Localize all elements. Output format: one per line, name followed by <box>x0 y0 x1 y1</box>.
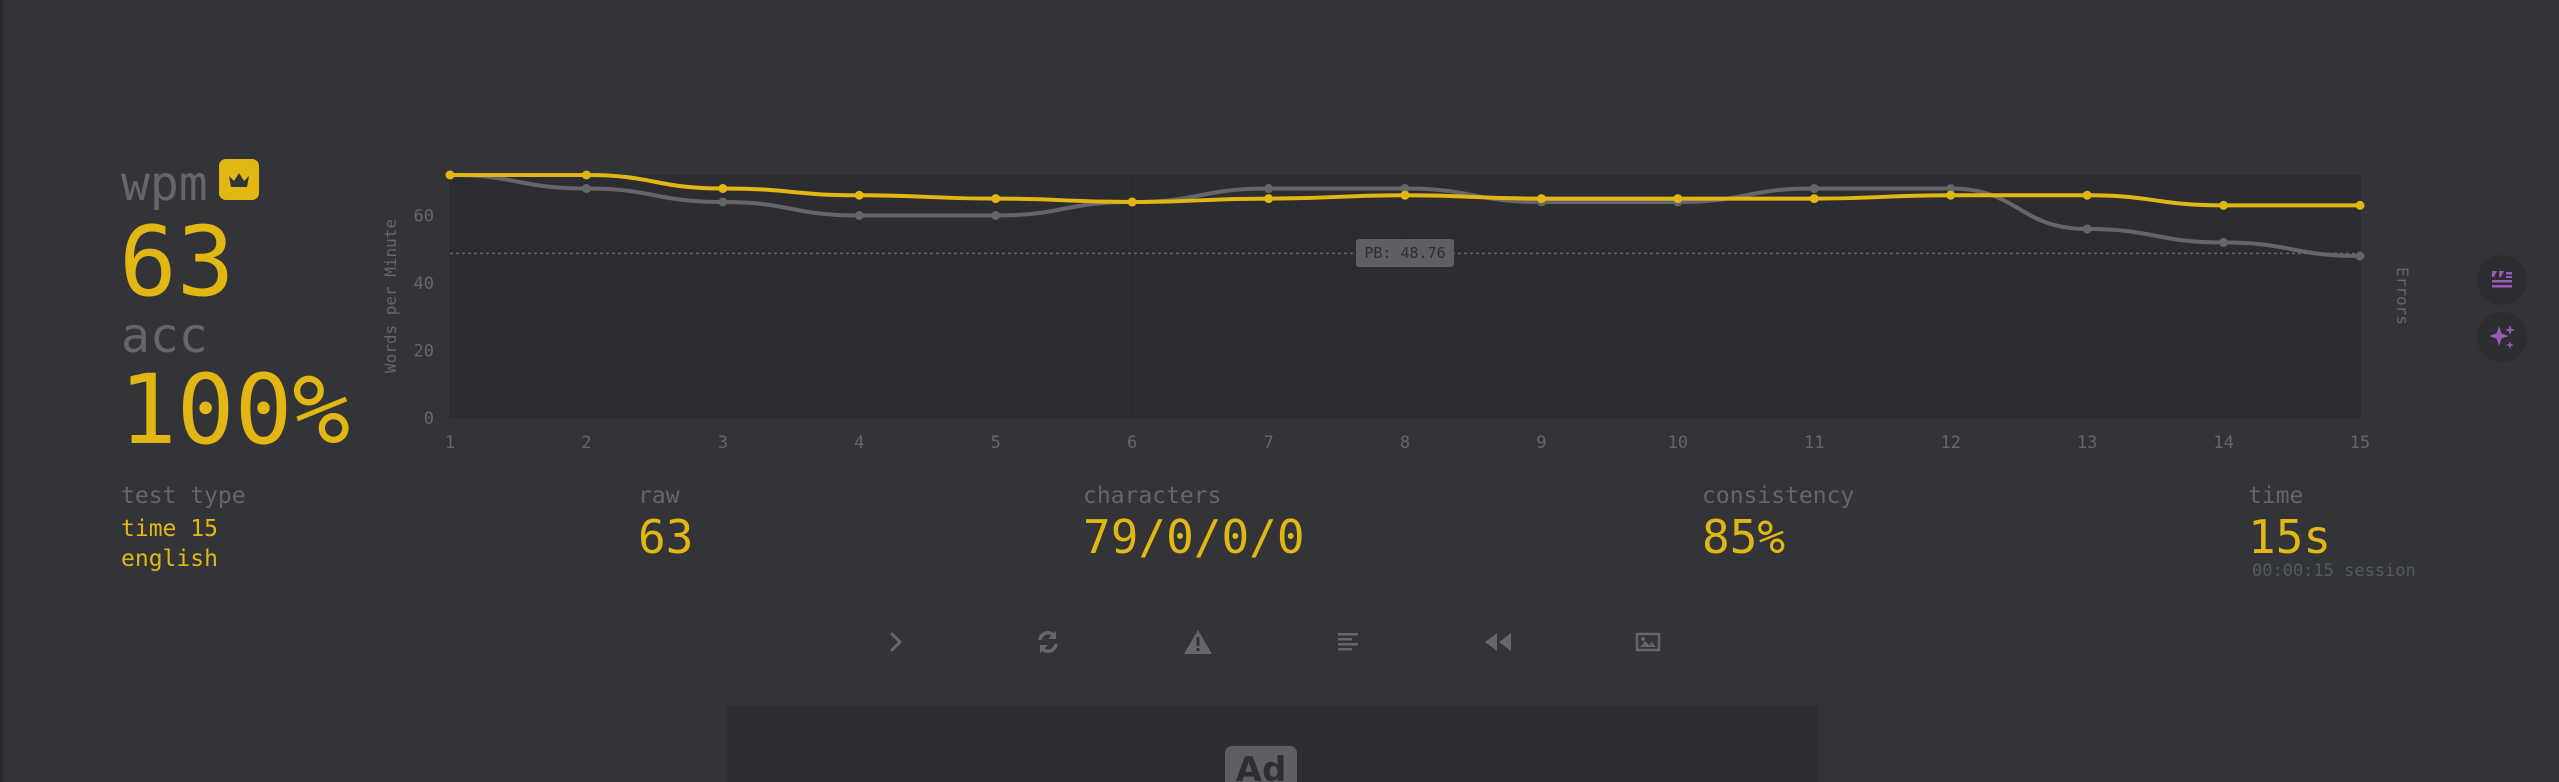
quote-icon <box>2492 271 2512 288</box>
warning-icon <box>1184 630 1212 654</box>
x-tick-label: 13 <box>2077 433 2097 453</box>
y-tick-label: 0 <box>424 409 434 429</box>
data-point-raw <box>991 211 1001 220</box>
x-tick-label: 11 <box>1804 433 1824 453</box>
x-tick-label: 5 <box>991 433 1001 453</box>
characters-value: 79/0/0/0 <box>1083 510 1305 564</box>
words-history-button[interactable] <box>1318 617 1378 667</box>
x-tick-label: 3 <box>718 433 728 453</box>
align-left-icon <box>1338 633 1358 651</box>
y-tick-label: 20 <box>414 342 434 362</box>
consistency-value: 85% <box>1702 510 1786 564</box>
data-point-wpm <box>2082 190 2092 200</box>
y2-axis-title: Errors <box>2393 267 2412 325</box>
data-point-wpm <box>581 170 591 180</box>
x-tick-label: 7 <box>1263 433 1273 453</box>
y-tick-label: 40 <box>414 274 434 294</box>
data-point-raw <box>718 197 728 207</box>
ai-button[interactable] <box>2477 312 2527 362</box>
x-tick-label: 2 <box>581 433 591 453</box>
window-edge <box>0 0 3 782</box>
refresh-icon <box>1038 631 1058 653</box>
raw-label: raw <box>638 483 680 509</box>
next-test-button[interactable] <box>866 617 926 667</box>
data-point-wpm <box>854 190 864 200</box>
data-point-wpm <box>991 194 1001 204</box>
report-button[interactable] <box>1168 617 1228 667</box>
image-icon <box>1635 632 1661 652</box>
data-point-raw <box>1264 184 1274 193</box>
acc-value: 100% <box>119 354 351 466</box>
x-tick-label: 10 <box>1668 433 1688 453</box>
data-point-wpm <box>445 170 455 180</box>
quote-button[interactable] <box>2477 255 2527 305</box>
test-type-language[interactable]: english <box>121 546 218 572</box>
data-point-wpm <box>1264 194 1274 204</box>
data-point-raw <box>2219 238 2229 247</box>
data-point-raw <box>2082 224 2092 234</box>
data-point-wpm <box>1809 194 1819 204</box>
session-time: 00:00:15 session <box>2252 561 2416 581</box>
y-axis-title: Words per Minute <box>381 219 400 373</box>
data-point-raw <box>2355 251 2365 261</box>
consistency-label: consistency <box>1702 483 1855 509</box>
ad-container: Ad <box>727 706 1818 782</box>
data-point-wpm <box>1673 194 1683 204</box>
data-point-wpm <box>2219 200 2229 210</box>
acc-label: acc <box>121 308 208 364</box>
y-tick-label: 60 <box>414 207 434 227</box>
backward-icon <box>1485 633 1511 651</box>
data-point-wpm <box>718 184 728 193</box>
raw-value: 63 <box>638 510 694 564</box>
time-label: time <box>2248 483 2304 509</box>
x-tick-label: 4 <box>854 433 864 453</box>
time-value: 15s <box>2248 510 2332 564</box>
test-type-mode[interactable]: time 15 <box>121 516 218 542</box>
data-point-wpm <box>2355 200 2365 210</box>
x-tick-label: 14 <box>2213 433 2233 453</box>
sparkles-icon <box>2489 325 2515 349</box>
ad-badge: Ad <box>1225 746 1297 782</box>
characters-label: characters <box>1083 483 1222 509</box>
chevron-right-icon <box>890 632 902 652</box>
data-point-raw <box>581 184 591 193</box>
wpm-label: wpm <box>121 156 208 212</box>
data-point-wpm <box>1400 190 1410 200</box>
x-tick-label: 12 <box>1940 433 1960 453</box>
x-tick-label: 8 <box>1400 433 1410 453</box>
data-point-wpm <box>1536 194 1546 204</box>
pb-label: PB: 48.76 <box>1356 239 1454 267</box>
data-point-raw <box>854 211 864 220</box>
x-tick-label: 15 <box>2350 433 2370 453</box>
data-point-raw <box>1400 184 1410 193</box>
data-point-wpm <box>1127 197 1137 207</box>
crown-icon[interactable] <box>219 159 259 200</box>
restart-test-button[interactable] <box>1018 617 1078 667</box>
data-point-raw <box>1946 184 1956 193</box>
data-point-wpm <box>1946 190 1956 200</box>
x-tick-label: 6 <box>1127 433 1137 453</box>
data-point-raw <box>1809 184 1819 193</box>
x-tick-label: 9 <box>1536 433 1546 453</box>
test-type-label: test type <box>121 483 246 509</box>
screenshot-button[interactable] <box>1618 617 1678 667</box>
x-tick-label: 1 <box>445 433 455 453</box>
replay-button[interactable] <box>1468 617 1528 667</box>
wpm-value: 63 <box>119 206 235 318</box>
